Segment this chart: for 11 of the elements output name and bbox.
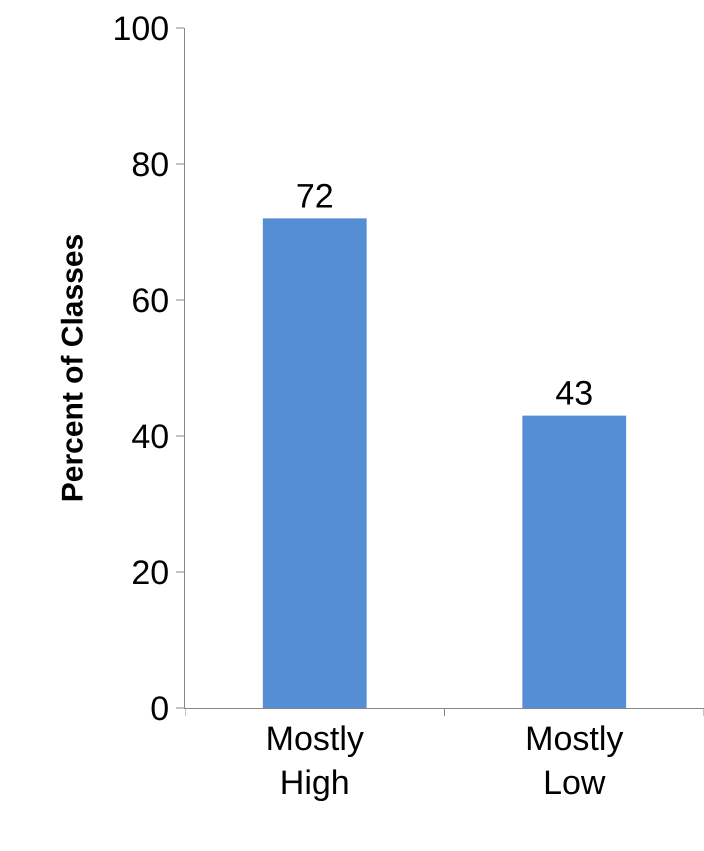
data-label: 72: [296, 177, 334, 216]
y-tick-label: 100: [112, 10, 170, 48]
y-tick-label: 40: [131, 418, 170, 456]
y-tick-label: 80: [131, 146, 170, 184]
x-tick-label: Mostly High: [266, 720, 364, 802]
x-tick-label: Mostly Low: [525, 720, 624, 802]
y-tick-label: 0: [150, 690, 170, 728]
y-tick-label: 60: [131, 282, 170, 320]
y-tick-label: 20: [131, 554, 170, 592]
data-label: 43: [555, 374, 594, 413]
y-axis-title: Percent of Classes: [56, 234, 90, 502]
